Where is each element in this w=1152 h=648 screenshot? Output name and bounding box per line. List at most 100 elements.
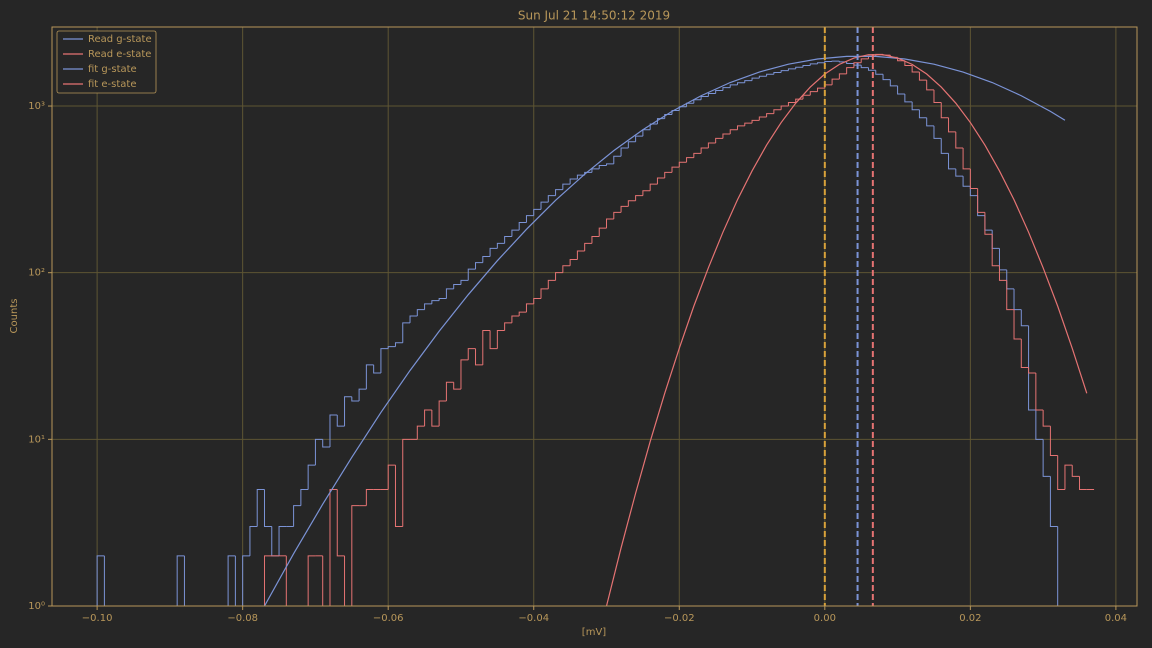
histogram-step (606, 163, 614, 166)
histogram-step (278, 525, 287, 556)
histogram-step (1020, 339, 1029, 368)
histogram-step (540, 288, 549, 299)
x-tick-label: 0.02 (959, 613, 981, 624)
histogram-step (504, 322, 512, 331)
histogram-step (329, 489, 338, 606)
histogram-step (293, 505, 301, 527)
histogram-step (489, 330, 498, 350)
histogram-step (635, 195, 643, 201)
chart-title: Sun Jul 21 14:50:12 2019 (518, 9, 670, 23)
histogram-step (926, 117, 934, 127)
histogram-step (482, 329, 491, 365)
plot-area (96, 53, 1095, 606)
histogram-step (722, 87, 731, 91)
x-tick-label: −0.04 (518, 613, 549, 624)
histogram-step (496, 242, 505, 249)
histogram-step (955, 131, 964, 149)
histogram-step (445, 288, 454, 299)
histogram-step (817, 87, 825, 92)
histogram-step (1057, 526, 1059, 606)
x-tick-label: −0.10 (82, 613, 113, 624)
histogram-step (555, 189, 563, 196)
histogram-step (176, 555, 185, 606)
histogram-step (1035, 409, 1044, 440)
histogram-step (948, 117, 956, 133)
histogram-step (103, 555, 105, 606)
histogram-step (394, 342, 403, 347)
histogram-step (642, 190, 651, 196)
histogram-step (1079, 476, 1087, 491)
histogram-step (1071, 465, 1080, 477)
y-tick-label: 10² (28, 268, 45, 279)
histogram-step (918, 72, 927, 81)
histogram-step (627, 141, 636, 148)
histogram-step (700, 147, 709, 154)
histogram-step (576, 174, 585, 179)
histogram-step (351, 396, 360, 402)
histogram-step (809, 63, 818, 66)
histogram-step (882, 74, 891, 81)
histogram-step (344, 555, 346, 606)
histogram-step (671, 166, 680, 173)
histogram-step (307, 555, 316, 606)
histogram-step (96, 555, 105, 606)
histogram-step (445, 381, 454, 401)
histogram-step (467, 348, 476, 360)
histogram-step (511, 315, 520, 323)
histogram-step (307, 464, 316, 490)
histogram-step (911, 65, 920, 73)
histogram-step (693, 152, 702, 158)
histogram-step (700, 96, 709, 100)
histogram-step (453, 382, 461, 390)
histogram-step (518, 222, 527, 231)
histogram-step (933, 125, 942, 139)
histogram-step (373, 364, 381, 374)
histogram-step (234, 555, 236, 606)
histogram-step (409, 315, 418, 323)
histogram-step (649, 183, 658, 191)
histogram-step (627, 200, 636, 207)
histogram-step (460, 279, 469, 285)
histogram-step (853, 62, 862, 68)
histogram-step (867, 67, 876, 71)
histogram-step (787, 102, 796, 107)
histogram-step (569, 178, 578, 185)
histogram-step (344, 396, 352, 427)
y-tick-label: 10⁰ (28, 601, 45, 612)
histogram-step (751, 77, 760, 81)
histogram-step (336, 489, 345, 557)
histogram-step (940, 102, 949, 119)
x-tick-label: −0.02 (664, 613, 695, 624)
histogram-step (329, 414, 338, 447)
histogram-step (955, 168, 964, 177)
histogram-step (758, 116, 767, 121)
histogram-step (569, 258, 578, 266)
histogram-step (860, 58, 869, 63)
x-tick-label: 0.00 (814, 613, 836, 624)
legend-label: Read e-state (88, 49, 151, 60)
histogram-step (424, 303, 432, 310)
histogram-step (242, 555, 250, 606)
histogram-step (802, 65, 811, 68)
histogram-step (540, 201, 549, 210)
histogram-step (729, 129, 738, 134)
histogram-step (322, 555, 324, 606)
histogram-step (918, 109, 927, 119)
histogram-step (766, 73, 774, 77)
histogram-step (977, 188, 985, 213)
histogram-step (758, 75, 767, 79)
histogram-step (387, 464, 396, 490)
histogram-step (1013, 309, 1022, 340)
histogram-step (402, 438, 411, 527)
histogram-step (489, 247, 498, 257)
histogram-step (394, 465, 403, 527)
histogram-step (387, 346, 396, 349)
histogram-step (809, 91, 818, 96)
histogram-step (787, 68, 796, 71)
histogram-step (525, 215, 534, 223)
plot-frame (51, 26, 1138, 607)
histogram-step (991, 234, 1000, 267)
histogram-step (984, 212, 993, 235)
